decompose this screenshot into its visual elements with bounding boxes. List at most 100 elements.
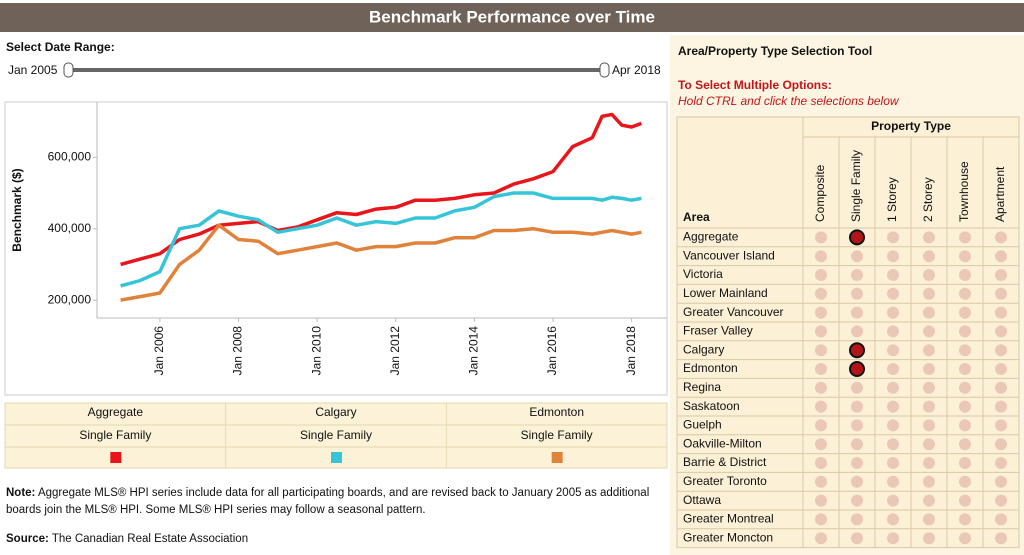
option-dot[interactable]: [959, 231, 971, 244]
option-dot[interactable]: [923, 513, 935, 526]
area-name[interactable]: Victoria: [683, 267, 723, 281]
option-dot[interactable]: [887, 344, 899, 357]
option-dot[interactable]: [851, 475, 863, 488]
option-dot[interactable]: [887, 419, 899, 432]
option-dot[interactable]: [923, 231, 935, 244]
option-dot[interactable]: [815, 363, 827, 375]
option-dot[interactable]: [815, 381, 827, 394]
option-dot[interactable]: [815, 269, 827, 281]
option-dot[interactable]: [923, 494, 935, 507]
option-dot[interactable]: [851, 438, 863, 451]
option-dot[interactable]: [959, 400, 971, 413]
option-dot[interactable]: [995, 494, 1007, 507]
option-dot[interactable]: [815, 400, 827, 413]
option-dot[interactable]: [851, 306, 863, 319]
option-dot-selected[interactable]: [849, 229, 865, 246]
option-dot[interactable]: [995, 475, 1007, 488]
option-dot[interactable]: [995, 438, 1007, 451]
option-dot[interactable]: [959, 494, 971, 507]
option-dot[interactable]: [887, 306, 899, 319]
option-dot[interactable]: [959, 438, 971, 451]
option-dot[interactable]: [995, 381, 1007, 394]
option-dot[interactable]: [887, 231, 899, 244]
area-name[interactable]: Greater Vancouver: [683, 305, 784, 319]
option-dot[interactable]: [851, 381, 863, 394]
area-name[interactable]: Vancouver Island: [683, 248, 775, 262]
option-dot[interactable]: [815, 494, 827, 507]
option-dot[interactable]: [887, 269, 899, 281]
slider-handle-start[interactable]: [63, 62, 74, 78]
area-name[interactable]: Greater Moncton: [683, 530, 773, 544]
area-name[interactable]: Barrie & District: [683, 455, 767, 469]
area-name[interactable]: Ottawa: [683, 493, 721, 507]
area-name[interactable]: Regina: [683, 380, 721, 394]
option-dot-selected[interactable]: [849, 342, 865, 359]
option-dot[interactable]: [959, 457, 971, 469]
area-name[interactable]: Aggregate: [683, 230, 739, 244]
option-dot[interactable]: [815, 513, 827, 526]
option-dot[interactable]: [923, 457, 935, 469]
slider-handle-end[interactable]: [599, 62, 610, 78]
option-dot[interactable]: [851, 269, 863, 281]
option-dot[interactable]: [959, 325, 971, 338]
option-dot[interactable]: [851, 457, 863, 469]
option-dot[interactable]: [887, 325, 899, 338]
option-dot[interactable]: [887, 532, 899, 545]
option-dot[interactable]: [887, 457, 899, 469]
option-dot[interactable]: [959, 287, 971, 300]
option-dot[interactable]: [995, 513, 1007, 526]
option-dot[interactable]: [995, 532, 1007, 545]
option-dot[interactable]: [995, 306, 1007, 319]
option-dot[interactable]: [959, 344, 971, 357]
option-dot[interactable]: [851, 250, 863, 263]
option-dot[interactable]: [815, 457, 827, 469]
option-dot[interactable]: [995, 287, 1007, 300]
option-dot[interactable]: [959, 475, 971, 488]
option-dot[interactable]: [887, 363, 899, 375]
option-dot[interactable]: [851, 325, 863, 338]
area-name[interactable]: Lower Mainland: [683, 286, 768, 300]
option-dot[interactable]: [995, 325, 1007, 338]
option-dot[interactable]: [887, 438, 899, 451]
option-dot[interactable]: [995, 344, 1007, 357]
option-dot[interactable]: [959, 513, 971, 526]
option-dot[interactable]: [815, 325, 827, 338]
option-dot[interactable]: [851, 532, 863, 545]
option-dot[interactable]: [815, 419, 827, 432]
area-name[interactable]: Edmonton: [683, 361, 738, 375]
option-dot[interactable]: [959, 419, 971, 432]
option-dot[interactable]: [815, 306, 827, 319]
option-dot-selected[interactable]: [849, 361, 865, 377]
option-dot[interactable]: [887, 287, 899, 300]
area-name[interactable]: Guelph: [683, 418, 722, 432]
option-dot[interactable]: [923, 325, 935, 338]
option-dot[interactable]: [851, 400, 863, 413]
area-name[interactable]: Fraser Valley: [683, 324, 753, 338]
option-dot[interactable]: [815, 475, 827, 488]
option-dot[interactable]: [959, 269, 971, 281]
option-dot[interactable]: [815, 250, 827, 263]
area-name[interactable]: Oakville-Milton: [683, 436, 762, 450]
option-dot[interactable]: [887, 381, 899, 394]
option-dot[interactable]: [923, 306, 935, 319]
option-dot[interactable]: [995, 269, 1007, 281]
option-dot[interactable]: [995, 231, 1007, 244]
option-dot[interactable]: [923, 419, 935, 432]
option-dot[interactable]: [923, 363, 935, 375]
area-name[interactable]: Greater Toronto: [683, 474, 767, 488]
option-dot[interactable]: [887, 494, 899, 507]
option-dot[interactable]: [851, 513, 863, 526]
option-dot[interactable]: [995, 400, 1007, 413]
option-dot[interactable]: [995, 457, 1007, 469]
option-dot[interactable]: [923, 438, 935, 451]
option-dot[interactable]: [815, 231, 827, 244]
area-name[interactable]: Greater Montreal: [683, 512, 774, 526]
option-dot[interactable]: [851, 419, 863, 432]
option-dot[interactable]: [923, 250, 935, 263]
area-name[interactable]: Calgary: [683, 342, 724, 356]
option-dot[interactable]: [851, 287, 863, 300]
option-dot[interactable]: [959, 381, 971, 394]
option-dot[interactable]: [959, 532, 971, 545]
option-dot[interactable]: [959, 306, 971, 319]
option-dot[interactable]: [995, 419, 1007, 432]
